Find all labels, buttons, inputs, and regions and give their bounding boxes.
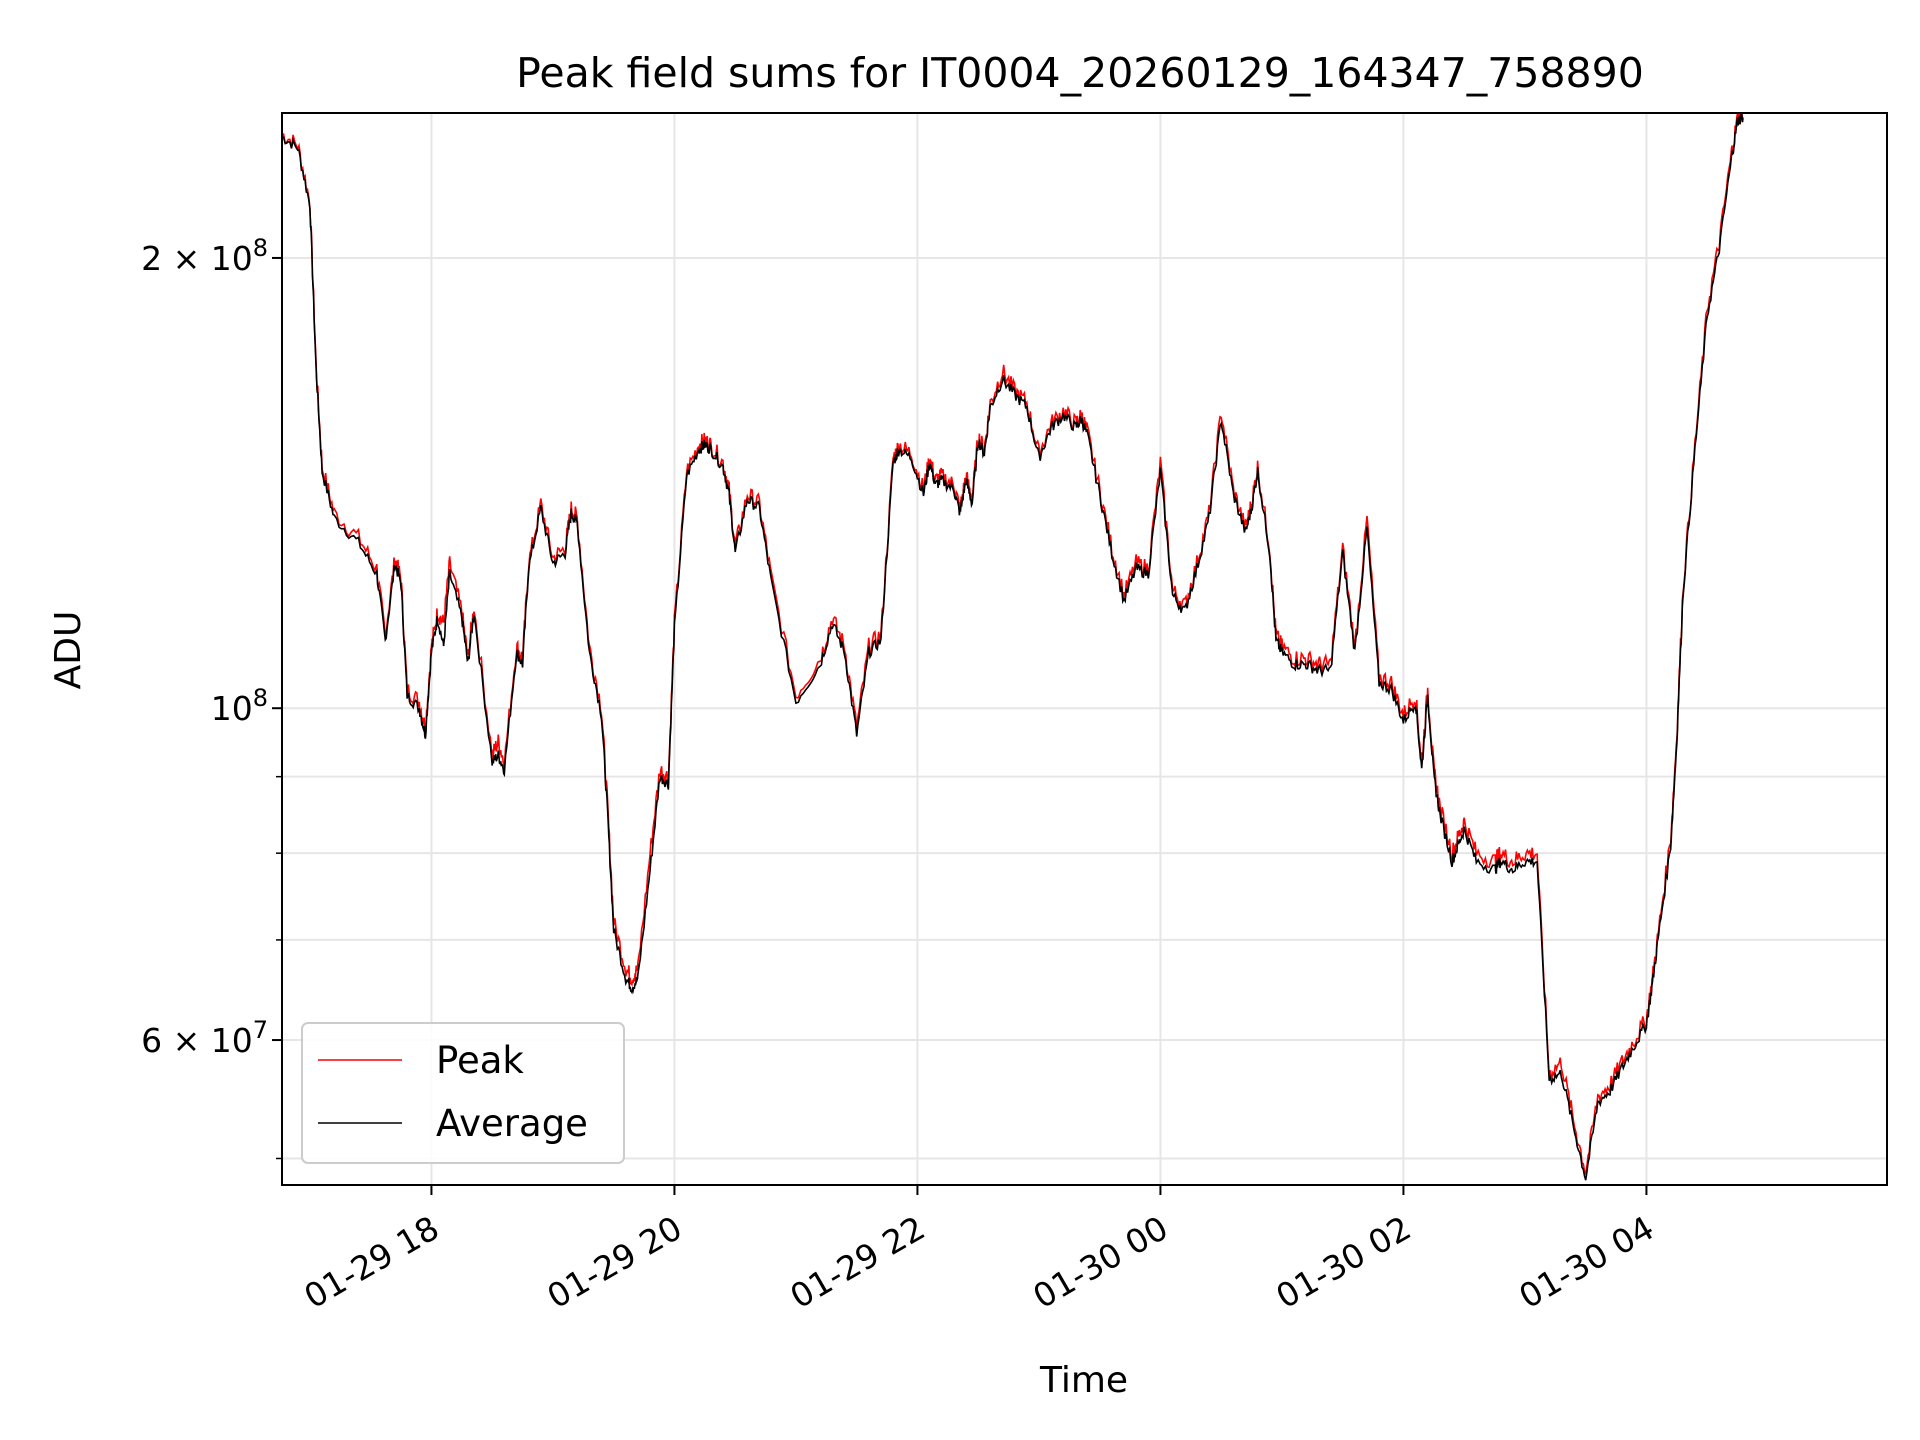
plot-frame: [281, 112, 1888, 1186]
legend-average-label: Average: [436, 1102, 588, 1145]
legend: Peak Average: [301, 1022, 625, 1164]
y-axis-label: ADU: [48, 611, 89, 690]
y-tick-label: 6 × 107: [141, 1016, 268, 1060]
plot-area: [282, 113, 1744, 1181]
y-tick-label: 108: [211, 684, 268, 728]
x-axis-label: Time: [1039, 1360, 1128, 1401]
y-tick-label: 2 × 108: [141, 234, 268, 278]
legend-peak-label: Peak: [436, 1039, 524, 1082]
chart-title: Peak field sums for IT0004_20260129_1643…: [516, 49, 1644, 97]
y-axis-ticks: 2 × 108 108 6 × 107: [141, 234, 282, 1160]
legend-box: [301, 1022, 625, 1164]
average-series-line: [282, 113, 1744, 1181]
